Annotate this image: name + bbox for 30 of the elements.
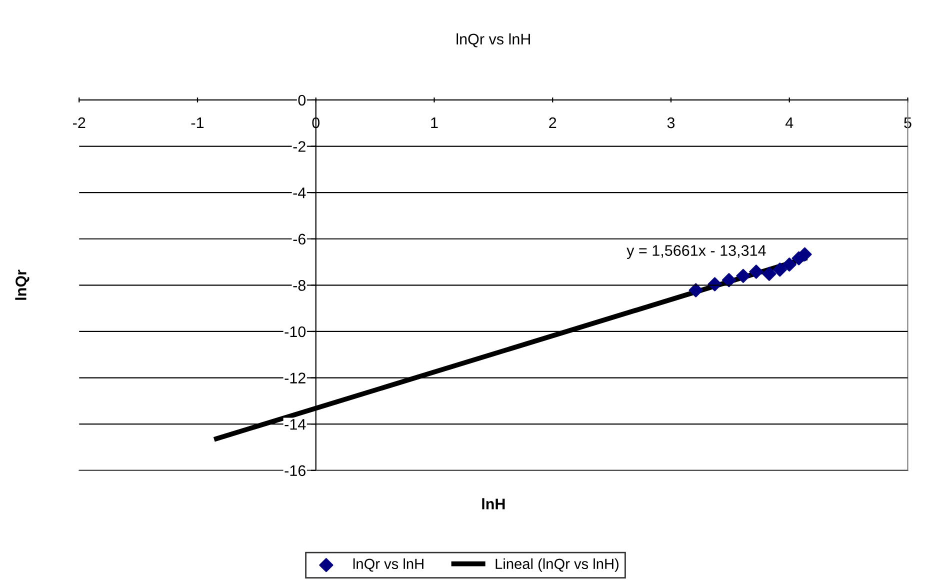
x-tick-label: 1 [431, 118, 438, 128]
y-axis-title: lnQr [15, 270, 30, 300]
point [772, 262, 787, 277]
point [749, 264, 764, 279]
x-tick-label: 2 [549, 117, 556, 128]
chart-title: lnQr vs lnH [456, 33, 530, 48]
point [762, 266, 776, 281]
y-tick-label: -12 [284, 372, 306, 384]
x-tick-label: 5 [904, 118, 912, 128]
y-tick-label: -6 [293, 234, 306, 245]
point [688, 283, 703, 298]
y-tick-label: -4 [293, 188, 306, 198]
y-tick-label: -14 [284, 419, 306, 430]
x-tick-label: -2 [73, 117, 86, 128]
y-tick-label: -8 [293, 280, 306, 291]
x-axis-title: lnH [482, 498, 505, 510]
annotation: y = 1,5661x - 13,314 [626, 245, 766, 259]
legend-label: Lineal (lnQr vs lnH) [496, 558, 618, 572]
point [736, 268, 750, 283]
point [722, 273, 736, 288]
x-tick-label: 3 [667, 117, 675, 128]
x-tick-label: 4 [785, 118, 794, 128]
point [798, 247, 812, 262]
y-tick-label: -16 [284, 465, 306, 476]
y-tick-label: -10 [284, 326, 306, 338]
legend-label: lnQr vs lnH [353, 558, 424, 572]
y-tick-label: -2 [293, 141, 306, 152]
x-tick-label: -1 [191, 118, 204, 128]
point [782, 258, 796, 272]
y-tick-label: 0 [298, 94, 306, 106]
